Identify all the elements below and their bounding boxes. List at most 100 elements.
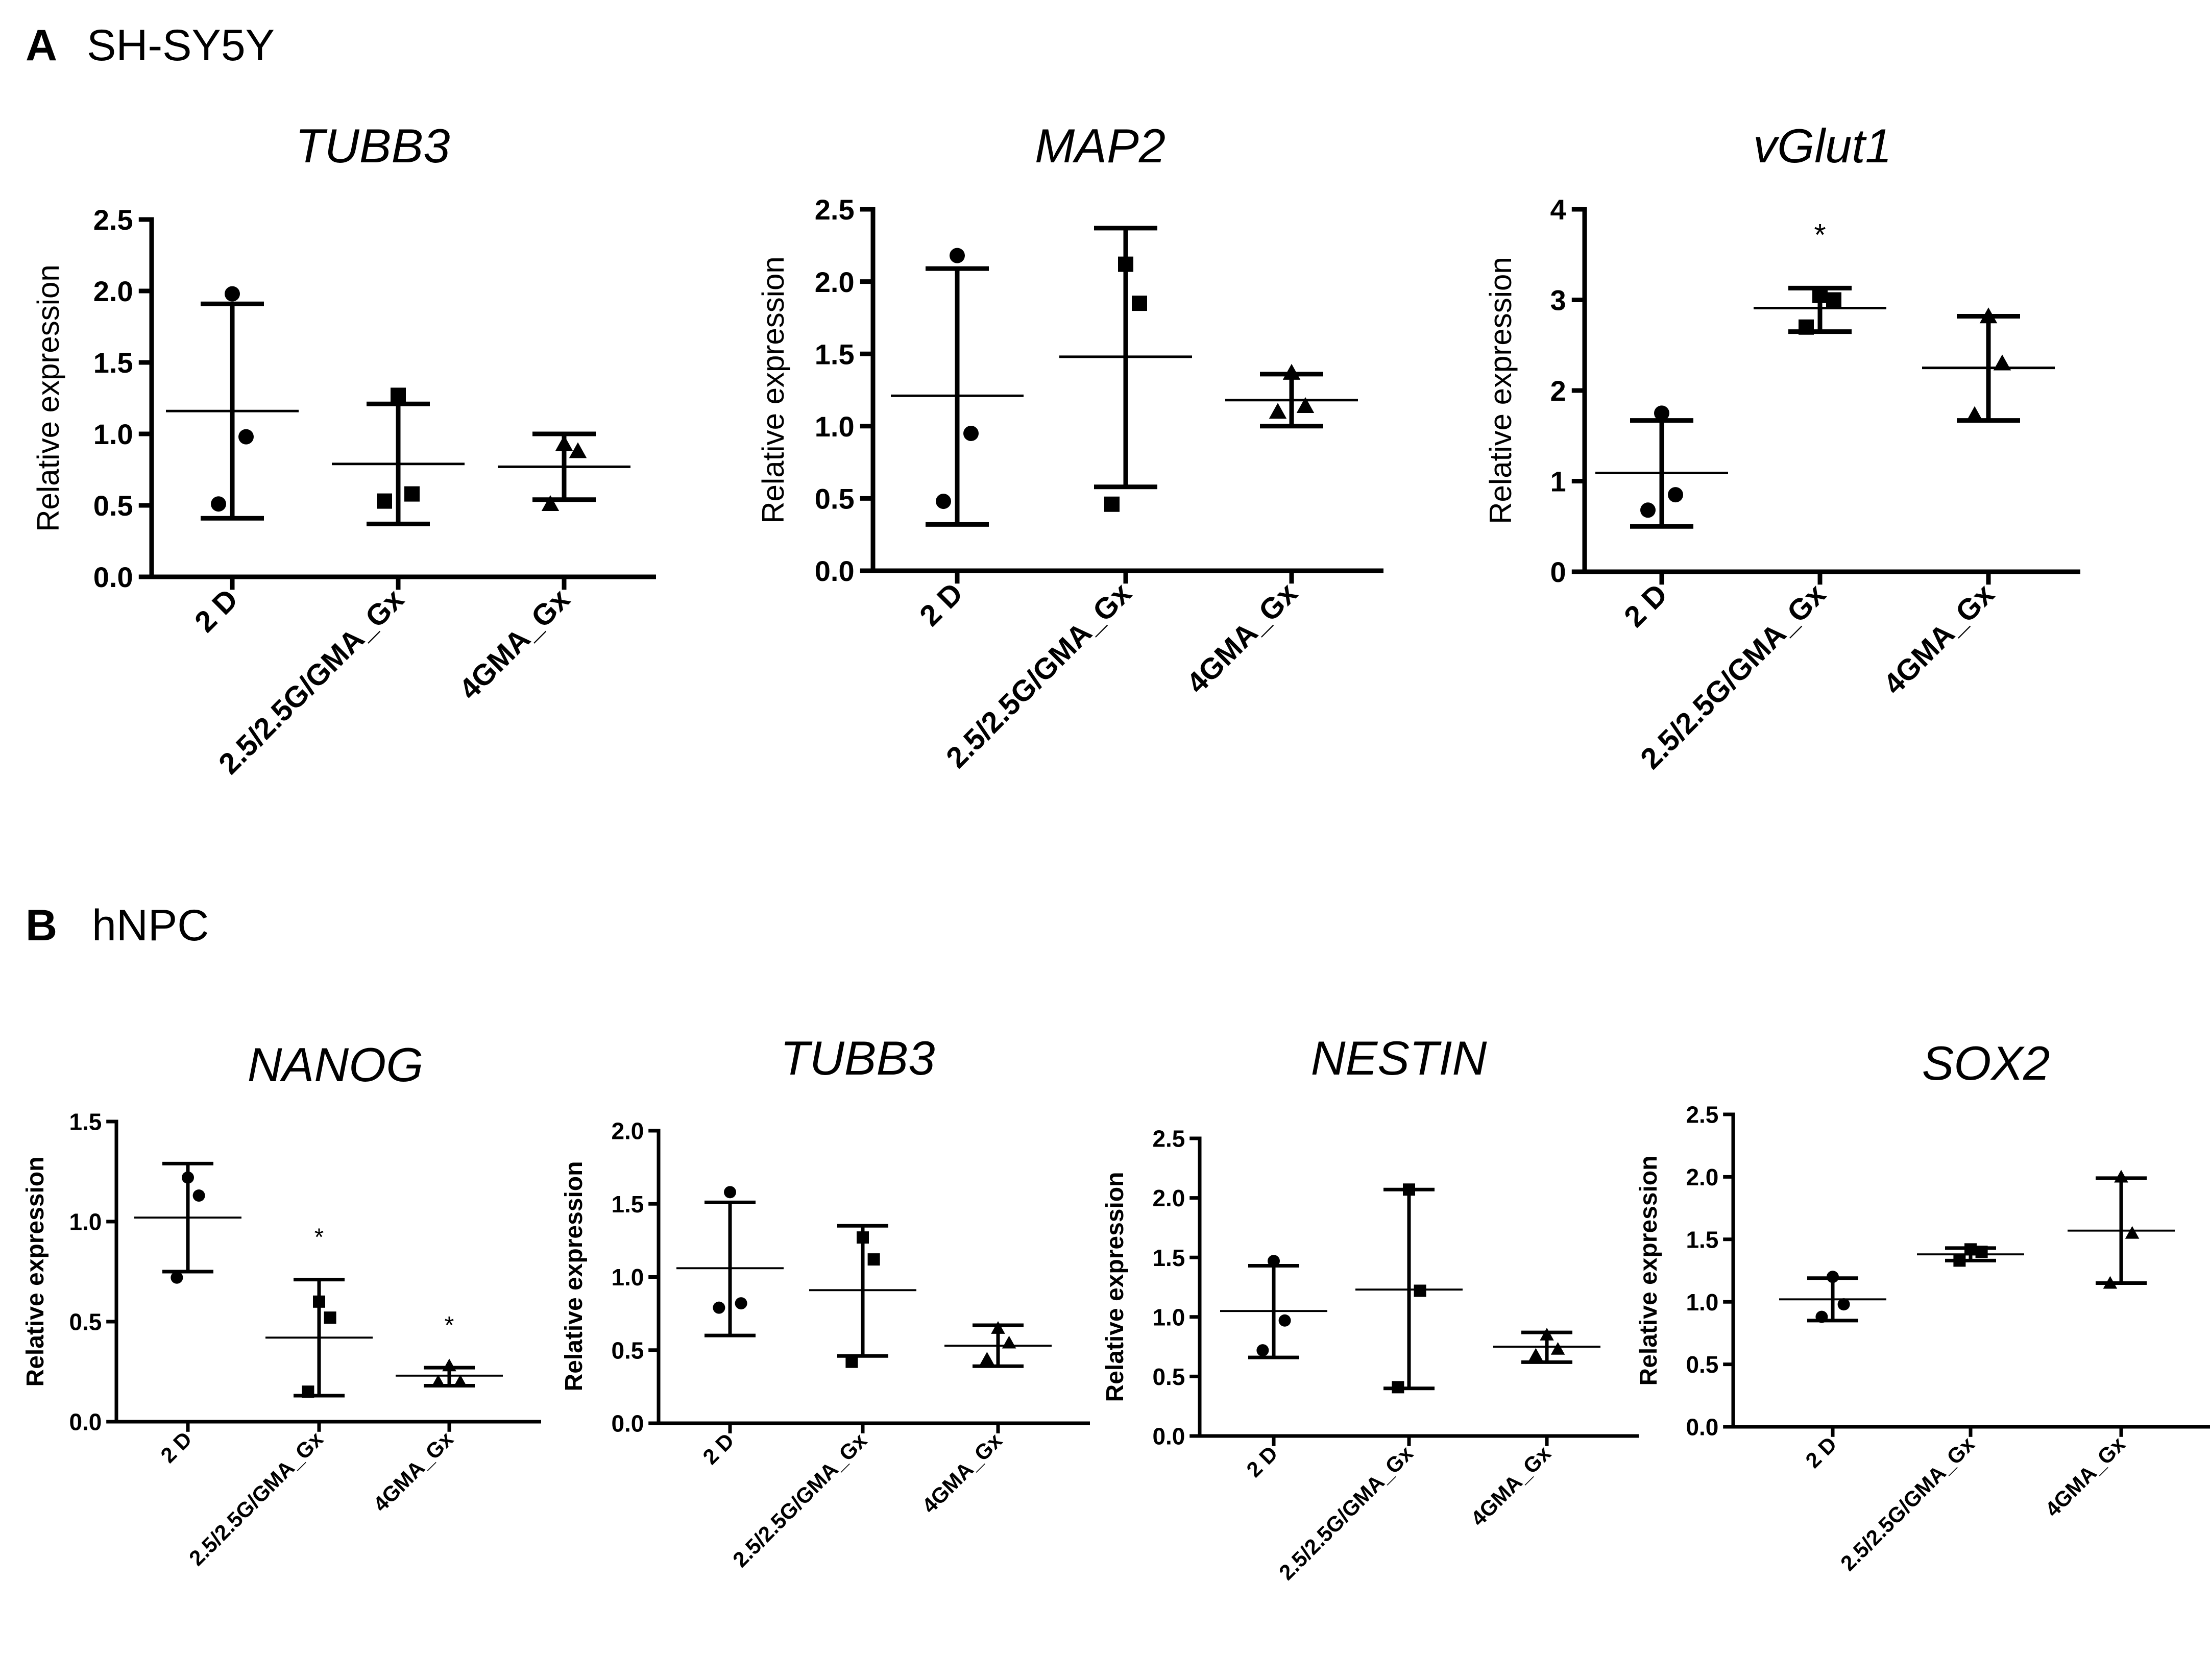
y-tick-label: 0.0	[1152, 1423, 1185, 1450]
data-point-square	[313, 1295, 325, 1308]
y-tick-label: 2	[1550, 375, 1566, 407]
data-point-square	[867, 1253, 880, 1266]
chart-b-nestin: NESTIN Relative expression 0.0 0.5 1.0 1.5 2.0…	[1102, 1031, 1639, 1585]
data-point-triangle	[442, 1358, 456, 1372]
data-point-triangle	[431, 1374, 446, 1387]
y-tick-label: 0.5	[93, 490, 133, 522]
y-tick-label: 0.5	[69, 1309, 102, 1335]
data-point-square	[1392, 1381, 1404, 1394]
x-category-label: 2 D	[913, 576, 969, 632]
x-category-label: 4GMA_Gx	[917, 1428, 1007, 1518]
y-tick-label: 0.5	[611, 1337, 644, 1364]
chart-b-sox2: SOX2 Relative expression 0.0 0.5 1.0 1.5 2.0 2.…	[1635, 1036, 2210, 1575]
y-tick-label: 0.5	[1686, 1351, 1718, 1378]
y-tick-label: 2.0	[611, 1118, 644, 1145]
y-tick-label: 0.5	[815, 483, 855, 515]
y-axis-label: Relative expression	[756, 256, 790, 524]
data-point-circle	[1256, 1344, 1269, 1357]
data-point-square	[1964, 1243, 1977, 1256]
panel-b-label: B	[26, 901, 57, 950]
data-point-triangle	[1540, 1327, 1554, 1341]
significance-marker: *	[314, 1224, 324, 1251]
y-tick-label: 1.5	[611, 1191, 644, 1218]
y-tick-label: 1.0	[93, 418, 133, 450]
x-category-label: 4GMA_Gx	[2041, 1432, 2130, 1522]
data-point-triangle	[569, 442, 587, 458]
data-point-circle	[192, 1189, 205, 1202]
x-category-label: 2 D	[156, 1427, 196, 1467]
y-tick-label: 0.0	[1686, 1414, 1718, 1441]
chart-a-tubb3: TUBB3 Relative expression 0.0 0.5 1.0 1.5 2.0 2…	[31, 119, 656, 781]
x-category-label: 4GMA_Gx	[453, 582, 576, 706]
chart-title: NESTIN	[1311, 1031, 1487, 1085]
y-tick-label: 2.5	[815, 193, 855, 226]
data-point-triangle	[1528, 1348, 1543, 1361]
data-point-square	[1403, 1183, 1415, 1196]
x-category-label: 2 D	[1801, 1432, 1841, 1472]
data-point-triangle	[453, 1374, 468, 1387]
y-axis-label: Relative expression	[561, 1161, 588, 1392]
y-tick-label: 0.0	[69, 1409, 102, 1435]
data-point-square	[1414, 1284, 1426, 1297]
y-tick-label: 2.5	[93, 204, 133, 236]
significance-marker: *	[445, 1312, 454, 1339]
data-point-triangle	[2103, 1276, 2118, 1289]
y-tick-label: 0.0	[815, 555, 855, 587]
y-axis-label: Relative expression	[1635, 1156, 1662, 1386]
y-tick-label: 0.0	[611, 1410, 644, 1437]
data-point-circle	[735, 1297, 747, 1310]
data-point-square	[377, 493, 392, 509]
y-tick-label: 2.0	[815, 266, 855, 298]
data-point-circle	[1278, 1314, 1291, 1327]
x-category-label: 2.5/2.5G/GMA_Gx	[1836, 1432, 1979, 1575]
y-tick-label: 1.0	[815, 410, 855, 443]
y-tick-label: 1.5	[815, 338, 855, 370]
chart-title: SOX2	[1922, 1036, 2050, 1090]
y-axis-label: Relative expression	[1484, 257, 1518, 524]
chart-title: TUBB3	[781, 1031, 935, 1085]
y-tick-label: 2.5	[1686, 1102, 1718, 1128]
y-tick-label: 1.0	[1152, 1304, 1185, 1330]
y-tick-label: 4	[1550, 193, 1566, 226]
data-point-triangle	[555, 435, 573, 451]
x-category-label: 2.5/2.5G/GMA_Gx	[940, 576, 1138, 774]
x-category-label: 2.5/2.5G/GMA_Gx	[212, 582, 410, 781]
y-tick-label: 3	[1550, 284, 1566, 316]
chart-b-tubb3: TUBB3 Relative expression 0.0 0.5 1.0 1.5 2.0 2…	[561, 1031, 1090, 1572]
data-point-square	[404, 486, 420, 502]
chart-title: vGlut1	[1753, 119, 1892, 173]
data-point-circle	[713, 1301, 725, 1314]
data-point-circle	[1640, 502, 1656, 518]
y-tick-label: 1.0	[611, 1264, 644, 1291]
data-point-triangle	[1002, 1335, 1016, 1349]
x-category-label: 2 D	[1242, 1441, 1282, 1481]
y-tick-label: 1.0	[1686, 1289, 1718, 1316]
data-point-triangle	[2125, 1226, 2140, 1239]
y-tick-label: 2.0	[1686, 1164, 1718, 1190]
data-point-triangle	[1979, 307, 1998, 324]
charts-container: TUBB3 Relative expression 0.0 0.5 1.0 1.5 2.0 2…	[22, 119, 2210, 1585]
data-point-square	[1799, 319, 1814, 335]
x-category-label: 4GMA_Gx	[1877, 577, 2001, 701]
y-tick-label: 1.5	[1152, 1245, 1185, 1271]
data-point-circle	[211, 496, 226, 512]
y-tick-label: 2.0	[93, 275, 133, 307]
y-tick-label: 0.0	[93, 561, 133, 593]
y-tick-label: 1.5	[93, 347, 133, 379]
y-tick-label: 1	[1550, 466, 1566, 498]
x-category-label: 2.5/2.5G/GMA_Gx	[184, 1427, 328, 1570]
data-point-square	[845, 1355, 858, 1368]
data-point-square	[1953, 1254, 1966, 1267]
data-point-square	[1118, 256, 1133, 272]
data-point-triangle	[1993, 354, 2011, 371]
data-point-circle	[171, 1271, 183, 1284]
chart-title: TUBB3	[296, 119, 450, 173]
significance-marker: *	[1814, 217, 1826, 252]
data-point-circle	[1827, 1271, 1839, 1283]
data-point-square	[857, 1231, 869, 1244]
y-tick-label: 1.5	[1686, 1226, 1718, 1253]
y-axis-label: Relative expression	[22, 1157, 49, 1387]
y-axis-label: Relative expression	[31, 264, 65, 532]
